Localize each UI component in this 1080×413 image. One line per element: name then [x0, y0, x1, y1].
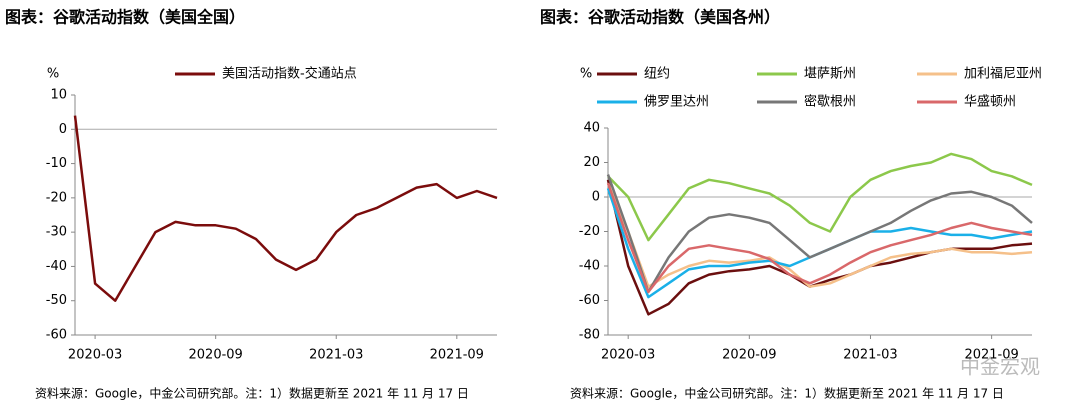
y-tick-label: -80: [579, 328, 600, 343]
x-tick-label: 2020-09: [722, 348, 776, 363]
x-tick-label: 2021-09: [964, 348, 1018, 363]
series-line: [606, 188, 1033, 299]
y-tick-label: -30: [46, 225, 67, 240]
series-line: [606, 179, 1033, 316]
legend-label: 堪萨斯州: [804, 67, 856, 82]
y-tick-label: 0: [592, 190, 600, 205]
x-tick-label: 2021-03: [843, 348, 897, 363]
legend-label: 密歇根州: [804, 94, 856, 110]
y-tick-label: 10: [50, 88, 67, 103]
series-line: [606, 174, 1033, 294]
y-tick-label: -40: [579, 259, 600, 274]
x-tick-label: 2020-03: [601, 348, 655, 363]
legend-label: 加利福尼亚州: [964, 67, 1042, 82]
series-line: [607, 152, 1033, 242]
y-tick-label: 20: [583, 155, 600, 170]
legend-label: 纽约: [644, 67, 670, 82]
watermark: 中金宏观: [960, 355, 1040, 379]
y-tick-label: -20: [46, 190, 67, 205]
series-line: [73, 115, 498, 302]
y-tick-label: -20: [579, 224, 600, 239]
y-tick-label: 0: [59, 122, 67, 137]
chart-title: 图表：谷歌活动指数（美国全国）: [5, 8, 245, 27]
y-tick-label: -40: [46, 259, 67, 274]
y-tick-label: -60: [46, 328, 67, 343]
y-axis-label: %: [580, 67, 592, 82]
y-tick-label: -50: [46, 293, 67, 308]
y-tick-label: 40: [583, 121, 600, 136]
y-tick-label: -10: [46, 156, 67, 171]
series-line: [606, 182, 1033, 294]
chart-title: 图表：谷歌活动指数（美国各州）: [540, 8, 780, 27]
legend-label: 美国活动指数-交通站点: [222, 66, 357, 82]
x-tick-label: 2020-03: [68, 348, 122, 363]
legend-label: 华盛顿州: [964, 95, 1016, 110]
y-tick-label: -60: [579, 293, 600, 308]
series-line: [606, 182, 1033, 288]
x-tick-label: 2020-09: [189, 348, 243, 363]
legend-label: 佛罗里达州: [644, 95, 709, 110]
source: 资料来源：Google，中金公司研究部。注：1）数据更新至 2021 年 11 …: [570, 386, 1004, 401]
x-tick-label: 2021-09: [430, 348, 484, 363]
source: 资料来源：Google，中金公司研究部。注：1）数据更新至 2021 年 11 …: [35, 386, 469, 401]
y-axis-label: %: [47, 67, 59, 82]
x-tick-label: 2021-03: [309, 348, 363, 363]
